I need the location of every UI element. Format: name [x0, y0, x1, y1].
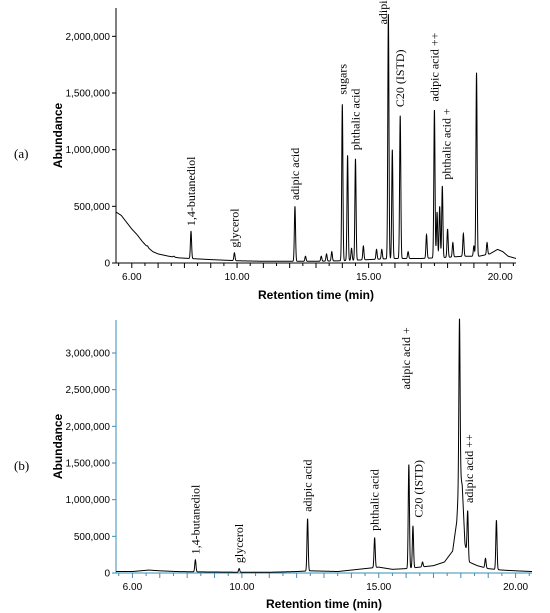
panel-a: 0 500,000 1,000,000 1,500,000 2,000,000 6.00 1… [14, 0, 517, 302]
x-tick-label: 15.00 [356, 272, 381, 283]
y-axis-title: Abundance [51, 414, 65, 480]
peak-annotation: sugars [335, 64, 349, 95]
x-tick-label: 15.00 [366, 582, 391, 593]
x-axis-title: Retention time (min) [266, 597, 382, 611]
y-tick-label: 0 [104, 569, 110, 580]
peak-annotation: adipic acid [288, 148, 302, 200]
peak-annotation: adipic acid [301, 459, 315, 511]
peak-annotation: adipic acid ++ [462, 434, 476, 503]
peak-point [459, 317, 460, 318]
peak-annotation: phthalic acid [368, 469, 382, 531]
panel-b: 0 500,000 1,000,000 1,500,000 2,000,000 2,500… [14, 317, 532, 611]
chromatogram-trace [116, 318, 532, 573]
peak-annotation: 1,4-butanediol [184, 156, 198, 226]
peak-annotation: phthalic acid [348, 89, 362, 151]
x-axis-title: Retention time (min) [258, 288, 374, 302]
y-tick-label: 500,000 [74, 202, 111, 213]
peak-annotation: C20 (ISTD) [411, 460, 425, 518]
peak-annotation: glycerol [232, 523, 246, 563]
y-tick-label: 2,000,000 [66, 32, 111, 43]
y-axis-title: Abundance [51, 103, 65, 169]
x-tick-label: 20.00 [503, 582, 528, 593]
peak-annotation: adipic acid + [376, 0, 390, 24]
y-tick-label: 1,500,000 [66, 459, 111, 470]
y-tick-label: 0 [104, 259, 110, 270]
y-tick-label: 1,000,000 [66, 145, 111, 156]
peak-annotation: glycerol [227, 208, 241, 248]
x-tick-label: 10.00 [229, 582, 254, 593]
chromatogram-trace [115, 14, 517, 262]
y-tick-label: 2,500,000 [66, 385, 111, 396]
y-tick-label: 1,000,000 [66, 495, 111, 506]
x-tick-label: 20.00 [488, 272, 513, 283]
y-tick-label: 3,000,000 [66, 349, 111, 360]
y-tick-label: 2,000,000 [66, 422, 111, 433]
peak-annotation: adipic acid ++ [427, 32, 441, 101]
x-tick-label: 6.00 [122, 272, 142, 283]
peak-annotation: adipic acid + [399, 327, 413, 389]
x-tick-label: 10.00 [225, 272, 250, 283]
x-tick-label: 6.00 [123, 582, 143, 593]
peak-annotation: phthalic acid + [439, 108, 453, 180]
y-tick-label: 500,000 [74, 532, 111, 543]
peak-annotation: 1,4-butanediol [188, 484, 202, 554]
panel-label: (a) [14, 146, 28, 161]
panel-label: (b) [14, 458, 29, 473]
peak-annotation: C20 (ISTD) [393, 49, 407, 107]
y-tick-label: 1,500,000 [66, 89, 111, 100]
